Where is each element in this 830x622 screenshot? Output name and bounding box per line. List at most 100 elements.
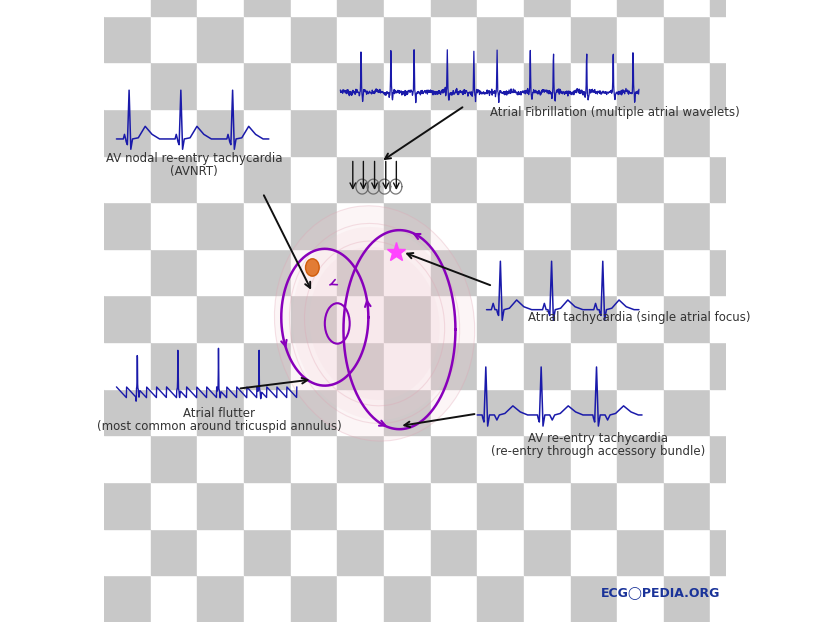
Bar bbox=[477, 295, 524, 342]
Bar bbox=[104, 295, 151, 342]
Bar bbox=[664, 342, 710, 389]
Text: Atrial tachycardia (single atrial focus): Atrial tachycardia (single atrial focus) bbox=[528, 311, 750, 324]
Bar bbox=[524, 0, 570, 16]
Bar bbox=[664, 109, 710, 156]
Bar bbox=[618, 109, 664, 156]
Bar bbox=[524, 342, 570, 389]
Bar bbox=[710, 62, 757, 109]
Bar bbox=[757, 389, 803, 435]
Bar bbox=[431, 435, 477, 482]
Bar bbox=[384, 389, 431, 435]
Bar bbox=[477, 529, 524, 575]
Bar bbox=[757, 575, 803, 622]
Bar bbox=[198, 16, 244, 62]
Bar bbox=[337, 342, 384, 389]
Bar bbox=[757, 342, 803, 389]
Bar bbox=[524, 249, 570, 295]
Bar bbox=[664, 482, 710, 529]
Bar bbox=[710, 389, 757, 435]
Bar bbox=[198, 342, 244, 389]
Bar bbox=[757, 529, 803, 575]
Bar bbox=[337, 16, 384, 62]
Ellipse shape bbox=[310, 247, 440, 400]
Bar bbox=[290, 16, 337, 62]
Bar bbox=[477, 109, 524, 156]
Bar bbox=[757, 202, 803, 249]
Bar bbox=[757, 435, 803, 482]
Bar bbox=[477, 62, 524, 109]
Bar bbox=[710, 0, 757, 16]
Bar bbox=[710, 435, 757, 482]
Bar bbox=[244, 0, 290, 16]
Bar bbox=[384, 156, 431, 202]
Bar bbox=[477, 389, 524, 435]
Bar bbox=[618, 202, 664, 249]
Bar bbox=[710, 156, 757, 202]
Bar bbox=[384, 575, 431, 622]
Bar bbox=[524, 109, 570, 156]
Bar bbox=[198, 482, 244, 529]
Bar bbox=[337, 249, 384, 295]
Bar bbox=[477, 0, 524, 16]
Bar bbox=[524, 482, 570, 529]
Bar bbox=[198, 575, 244, 622]
Bar bbox=[337, 109, 384, 156]
Bar bbox=[198, 435, 244, 482]
Text: ECG◯PEDIA.ORG: ECG◯PEDIA.ORG bbox=[601, 587, 720, 600]
Bar bbox=[570, 435, 618, 482]
Bar bbox=[244, 156, 290, 202]
Bar bbox=[618, 16, 664, 62]
Bar bbox=[384, 249, 431, 295]
Text: Atrial Fibrillation (multiple atrial wavelets): Atrial Fibrillation (multiple atrial wav… bbox=[490, 106, 740, 119]
Bar bbox=[244, 435, 290, 482]
Bar bbox=[618, 249, 664, 295]
Bar bbox=[524, 202, 570, 249]
Bar bbox=[244, 16, 290, 62]
Bar bbox=[570, 0, 618, 16]
Bar bbox=[198, 529, 244, 575]
Bar bbox=[570, 389, 618, 435]
Bar bbox=[618, 0, 664, 16]
Bar bbox=[664, 156, 710, 202]
Bar bbox=[477, 249, 524, 295]
Bar bbox=[570, 62, 618, 109]
Bar bbox=[244, 109, 290, 156]
Bar bbox=[337, 529, 384, 575]
Bar bbox=[431, 62, 477, 109]
Bar bbox=[151, 249, 198, 295]
Ellipse shape bbox=[305, 259, 320, 276]
Bar bbox=[664, 575, 710, 622]
Bar bbox=[524, 575, 570, 622]
Bar bbox=[431, 0, 477, 16]
Bar bbox=[104, 156, 151, 202]
Bar bbox=[384, 529, 431, 575]
Bar bbox=[524, 435, 570, 482]
Bar bbox=[570, 575, 618, 622]
Bar bbox=[290, 156, 337, 202]
Bar bbox=[104, 389, 151, 435]
Ellipse shape bbox=[292, 227, 456, 420]
Bar bbox=[664, 529, 710, 575]
Bar bbox=[244, 202, 290, 249]
Bar bbox=[151, 0, 198, 16]
Bar bbox=[244, 342, 290, 389]
Bar bbox=[290, 202, 337, 249]
Bar bbox=[477, 575, 524, 622]
Bar bbox=[477, 482, 524, 529]
Bar bbox=[618, 156, 664, 202]
Bar bbox=[664, 295, 710, 342]
Bar bbox=[337, 156, 384, 202]
Bar bbox=[104, 575, 151, 622]
Bar bbox=[337, 0, 384, 16]
Bar bbox=[290, 295, 337, 342]
Bar bbox=[244, 575, 290, 622]
Bar bbox=[757, 62, 803, 109]
Bar bbox=[524, 295, 570, 342]
Bar bbox=[384, 0, 431, 16]
Bar bbox=[710, 109, 757, 156]
Bar bbox=[664, 62, 710, 109]
Bar bbox=[151, 389, 198, 435]
Bar bbox=[618, 435, 664, 482]
Bar bbox=[431, 16, 477, 62]
Bar bbox=[570, 156, 618, 202]
